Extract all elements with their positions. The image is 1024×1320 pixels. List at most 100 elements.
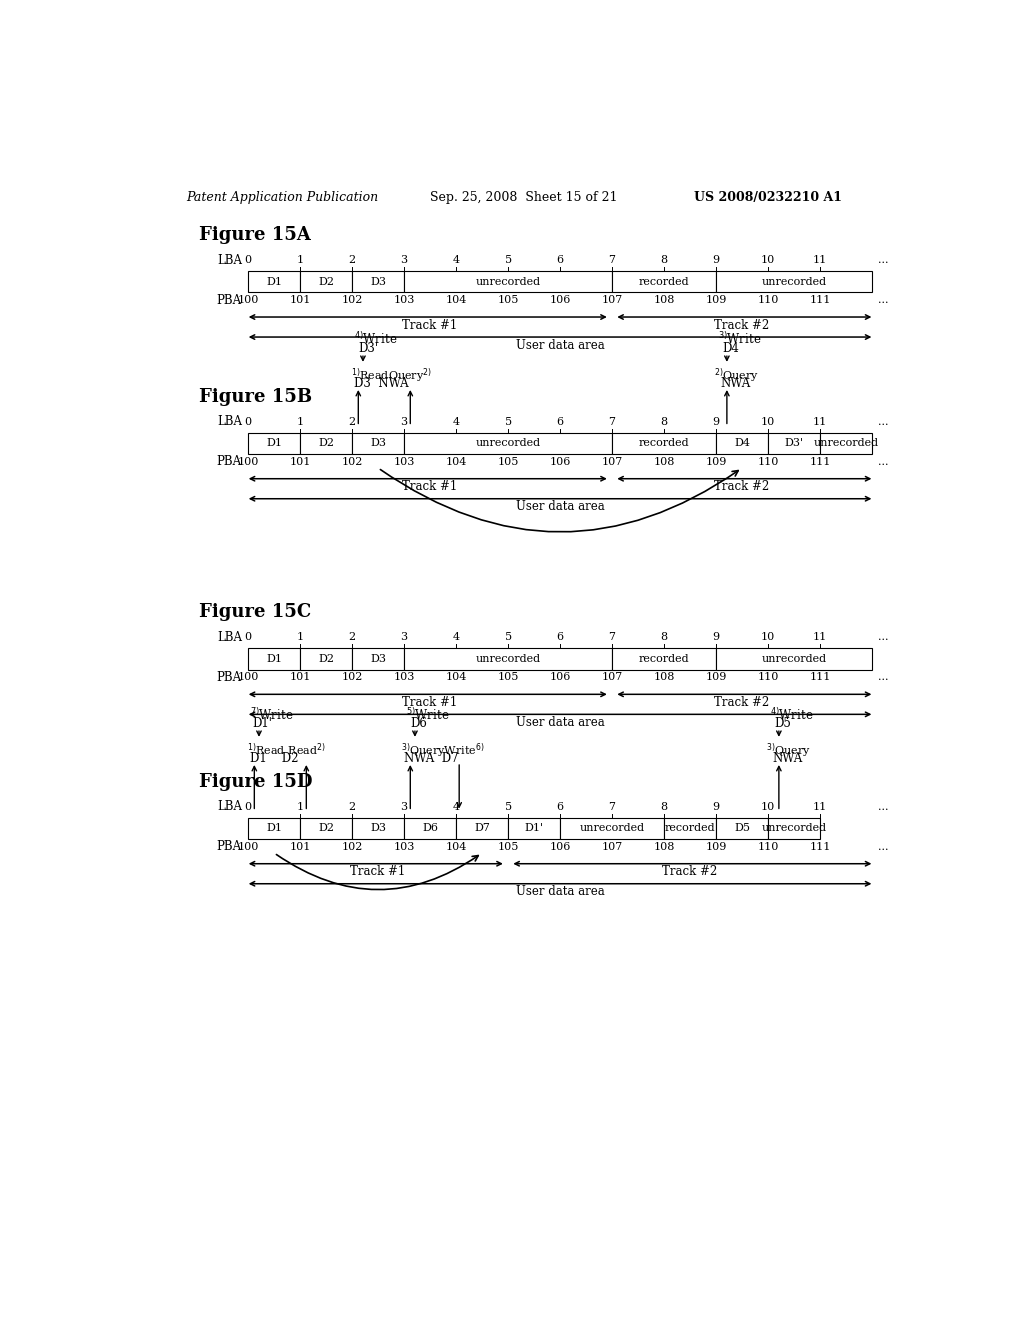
Text: 5: 5 [505, 801, 512, 812]
Bar [716, 648, 872, 669]
Text: 8: 8 [660, 801, 668, 812]
Text: 111: 111 [809, 457, 830, 467]
Text: D4: D4 [734, 438, 750, 449]
Text: 105: 105 [498, 672, 519, 682]
Text: PBA: PBA [217, 671, 242, 684]
Text: unrecorded: unrecorded [475, 653, 541, 664]
Text: Track #2: Track #2 [715, 480, 770, 494]
Bar [768, 433, 820, 454]
Text: 4: 4 [453, 417, 460, 426]
Text: 1: 1 [297, 801, 304, 812]
Text: unrecorded: unrecorded [580, 824, 645, 833]
Text: 8: 8 [660, 255, 668, 265]
Text: 4: 4 [453, 255, 460, 265]
Text: Track #2: Track #2 [715, 318, 770, 331]
Text: 101: 101 [290, 457, 311, 467]
Text: $^{4)}$Write: $^{4)}$Write [353, 331, 397, 347]
Text: D3: D3 [370, 277, 386, 286]
Text: NWA  D7: NWA D7 [404, 752, 459, 766]
Text: 6: 6 [556, 801, 563, 812]
Text: 102: 102 [341, 296, 362, 305]
Text: 11: 11 [813, 255, 827, 265]
Text: unrecorded: unrecorded [813, 438, 879, 449]
Text: 103: 103 [393, 457, 415, 467]
Text: Track #2: Track #2 [715, 696, 770, 709]
Text: 0: 0 [245, 255, 252, 265]
Text: unrecorded: unrecorded [475, 277, 541, 286]
Text: 4: 4 [453, 801, 460, 812]
Text: User data area: User data area [516, 886, 604, 899]
Text: 103: 103 [393, 296, 415, 305]
Text: ...: ... [879, 801, 889, 812]
Text: ...: ... [879, 457, 889, 467]
Text: 107: 107 [601, 672, 623, 682]
Text: D2: D2 [318, 438, 334, 449]
Text: PBA: PBA [217, 455, 242, 469]
Text: Track #2: Track #2 [663, 866, 718, 878]
Text: $^{3)}$QueryWrite$^{6)}$: $^{3)}$QueryWrite$^{6)}$ [401, 742, 484, 760]
Text: 3: 3 [400, 632, 408, 643]
Bar [404, 648, 612, 669]
Bar [612, 648, 716, 669]
Text: D6: D6 [411, 718, 427, 730]
Text: 1: 1 [297, 255, 304, 265]
Text: 6: 6 [556, 255, 563, 265]
Text: D3: D3 [370, 824, 386, 833]
Text: 107: 107 [601, 842, 623, 851]
Text: 101: 101 [290, 842, 311, 851]
Text: 105: 105 [498, 457, 519, 467]
Text: LBA: LBA [217, 253, 242, 267]
Text: 110: 110 [758, 457, 778, 467]
Text: 108: 108 [653, 672, 675, 682]
Text: 105: 105 [498, 296, 519, 305]
Text: 2: 2 [348, 255, 355, 265]
Bar [248, 433, 300, 454]
Text: D2: D2 [318, 824, 334, 833]
Text: Track #1: Track #1 [402, 480, 458, 494]
FancyArrowPatch shape [380, 470, 738, 532]
Text: Track #1: Track #1 [350, 866, 406, 878]
Text: User data area: User data area [516, 500, 604, 513]
Text: recorded: recorded [639, 438, 689, 449]
Bar [768, 817, 820, 840]
Bar [248, 648, 300, 669]
Text: Track #1: Track #1 [402, 696, 458, 709]
Text: 106: 106 [549, 296, 570, 305]
Text: Figure 15A: Figure 15A [200, 226, 311, 244]
Text: 111: 111 [809, 842, 830, 851]
Text: D3: D3 [370, 438, 386, 449]
Text: D5: D5 [774, 718, 792, 730]
Text: 102: 102 [341, 672, 362, 682]
Text: D6: D6 [422, 824, 438, 833]
Text: 105: 105 [498, 842, 519, 851]
Text: $^{3)}$Write: $^{3)}$Write [718, 331, 761, 347]
Bar [300, 433, 352, 454]
Text: ...: ... [879, 632, 889, 643]
FancyArrowPatch shape [276, 854, 478, 890]
Text: D3': D3' [358, 342, 378, 355]
Text: D2: D2 [318, 277, 334, 286]
Text: NWA: NWA [773, 752, 803, 766]
Text: 0: 0 [245, 417, 252, 426]
Text: $^{5)}$Write: $^{5)}$Write [406, 706, 450, 722]
Text: $^{1)}$Read Read$^{2)}$: $^{1)}$Read Read$^{2)}$ [247, 742, 326, 758]
Text: 109: 109 [706, 842, 727, 851]
Text: Figure 15B: Figure 15B [200, 388, 312, 405]
Text: 11: 11 [813, 632, 827, 643]
Bar [404, 271, 612, 293]
Bar [560, 817, 664, 840]
Text: D3': D3' [784, 438, 804, 449]
Text: 110: 110 [758, 672, 778, 682]
Text: 3: 3 [400, 255, 408, 265]
Text: LBA: LBA [217, 631, 242, 644]
Text: 6: 6 [556, 632, 563, 643]
Text: 108: 108 [653, 457, 675, 467]
Text: D4: D4 [722, 342, 739, 355]
Text: 1: 1 [297, 417, 304, 426]
Text: D1: D1 [266, 653, 283, 664]
Bar [352, 433, 404, 454]
Text: 7: 7 [608, 632, 615, 643]
Text: 10: 10 [761, 417, 775, 426]
Text: US 2008/0232210 A1: US 2008/0232210 A1 [693, 190, 842, 203]
Text: D7: D7 [474, 824, 490, 833]
